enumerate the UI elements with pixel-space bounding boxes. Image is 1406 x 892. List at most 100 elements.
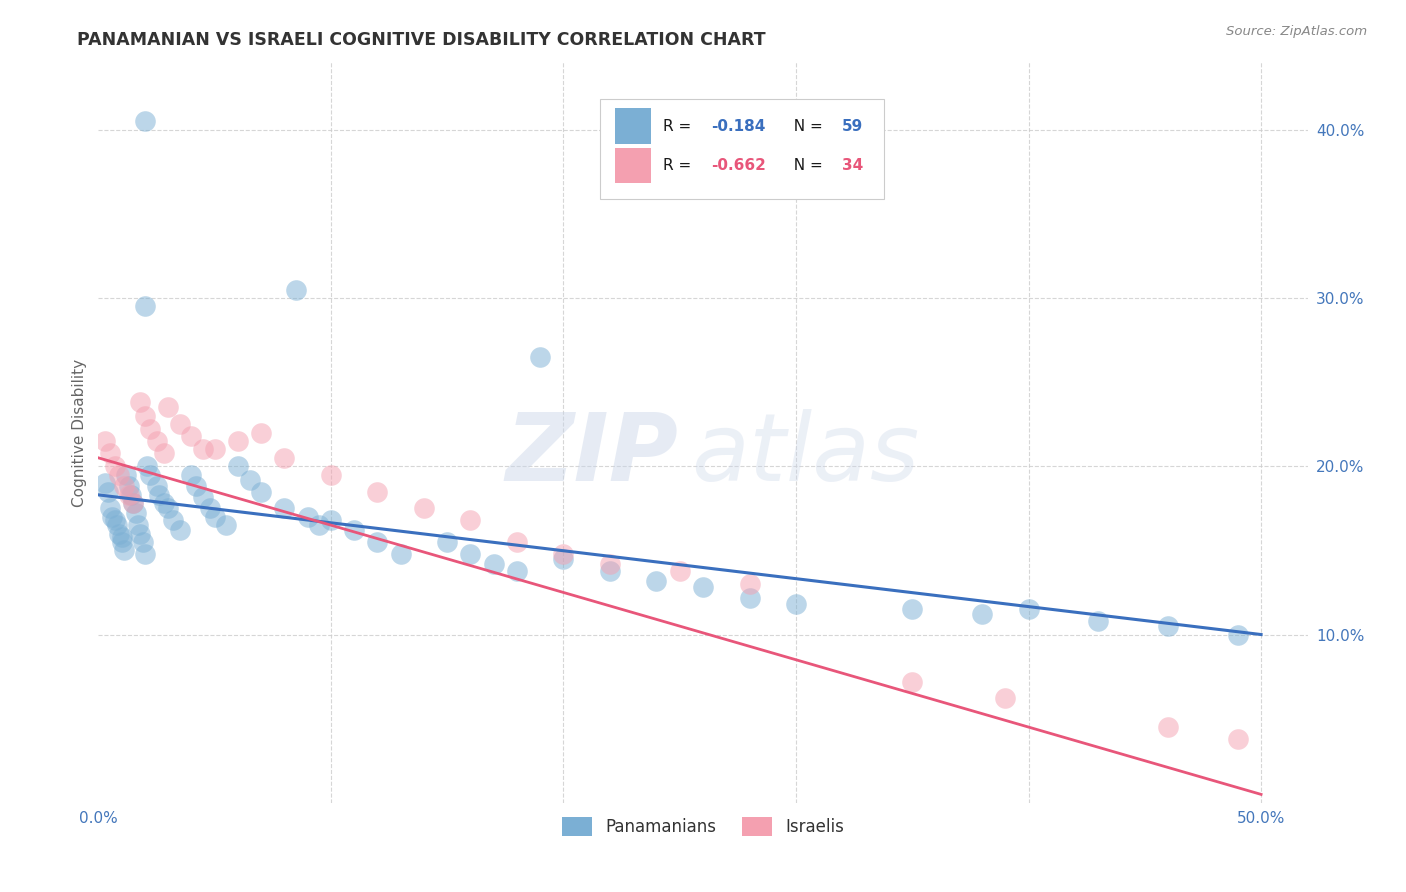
Point (122, 496, 145, 510)
Point (645, 574, 668, 588)
Point (112, 479, 135, 493)
Y-axis label: Cognitive Disability: Cognitive Disability (72, 359, 87, 507)
Point (169, 523, 191, 537)
Point (215, 518, 238, 533)
Point (285, 283, 308, 297)
Point (115, 467, 138, 482)
Point (118, 488, 141, 502)
Point (120, 488, 142, 502)
Point (460, 547, 482, 561)
Point (308, 518, 330, 533)
Point (1157, 619, 1180, 633)
Point (250, 484, 273, 499)
Point (101, 509, 124, 524)
Point (239, 473, 262, 487)
Bar (614, 108, 651, 144)
Point (1157, 720, 1180, 734)
Point (180, 429, 202, 443)
Point (692, 581, 714, 595)
Text: Source: ZipAtlas.com: Source: ZipAtlas.com (1226, 25, 1367, 38)
Point (157, 401, 180, 415)
Point (506, 564, 529, 578)
Point (145, 434, 167, 448)
Point (131, 535, 153, 549)
Point (738, 577, 761, 591)
Point (152, 446, 174, 460)
Point (118, 479, 141, 493)
Text: ZIP: ZIP (506, 409, 679, 500)
Point (599, 564, 621, 578)
Text: -0.662: -0.662 (711, 158, 766, 173)
Text: atlas: atlas (690, 409, 920, 500)
Point (1018, 602, 1040, 616)
Point (129, 395, 152, 409)
Point (785, 597, 807, 611)
Point (122, 496, 145, 510)
Point (366, 484, 388, 499)
Text: N =: N = (785, 158, 828, 173)
Point (529, 350, 551, 364)
Point (134, 114, 156, 128)
Point (127, 518, 149, 533)
Point (111, 535, 134, 549)
Point (366, 535, 388, 549)
Point (184, 479, 207, 493)
Point (108, 526, 131, 541)
Point (226, 434, 249, 448)
Point (104, 513, 127, 527)
Point (506, 535, 529, 549)
Point (148, 488, 170, 502)
Point (104, 459, 127, 474)
Text: PANAMANIAN VS ISRAELI COGNITIVE DISABILITY CORRELATION CHART: PANAMANIAN VS ISRAELI COGNITIVE DISABILI… (77, 31, 766, 49)
Point (901, 674, 924, 689)
Point (111, 530, 134, 544)
Point (152, 496, 174, 510)
Point (553, 551, 575, 566)
Text: R =: R = (664, 158, 696, 173)
Text: 34: 34 (842, 158, 863, 173)
Point (250, 425, 273, 440)
Text: N =: N = (785, 119, 828, 134)
Point (668, 564, 690, 578)
Point (553, 547, 575, 561)
Point (169, 417, 191, 432)
Point (204, 442, 226, 457)
Point (994, 691, 1017, 706)
Point (1087, 614, 1109, 628)
Point (198, 501, 221, 516)
Point (343, 523, 366, 537)
Point (599, 557, 621, 571)
Point (204, 509, 226, 524)
Point (105, 518, 128, 533)
Point (97, 484, 120, 499)
Point (124, 507, 146, 521)
Text: R =: R = (664, 119, 696, 134)
Point (94, 434, 117, 448)
Point (738, 591, 761, 605)
Point (138, 422, 160, 436)
Point (98, 446, 121, 460)
Point (436, 535, 458, 549)
Point (138, 467, 160, 482)
Bar (600, 99, 884, 200)
Point (191, 442, 214, 457)
Point (94, 476, 117, 491)
Point (145, 479, 167, 493)
Point (460, 513, 482, 527)
Point (108, 467, 131, 482)
Point (134, 547, 156, 561)
Point (129, 526, 152, 541)
Bar (614, 147, 651, 183)
Point (157, 501, 180, 516)
Point (226, 459, 249, 474)
Point (273, 450, 295, 465)
Point (970, 607, 993, 622)
Point (180, 467, 202, 482)
Point (319, 513, 342, 527)
Point (134, 300, 156, 314)
Point (319, 467, 342, 482)
Point (136, 459, 159, 474)
Point (389, 547, 412, 561)
Point (191, 490, 214, 504)
Point (901, 602, 924, 616)
